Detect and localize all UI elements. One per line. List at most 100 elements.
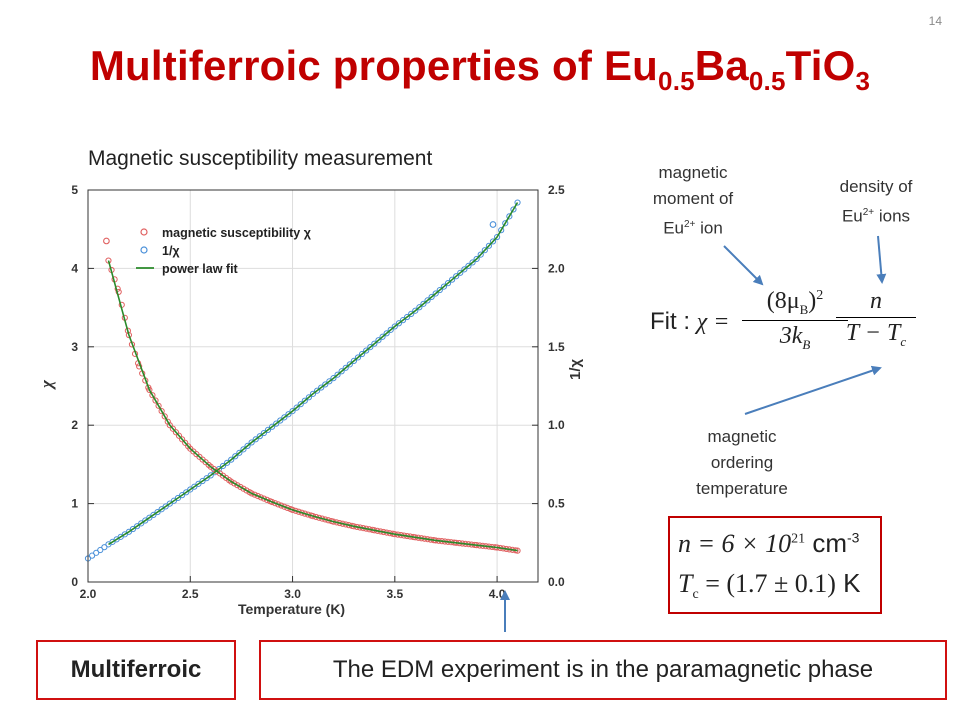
chi-point (115, 288, 122, 296)
inverse-chi-point (514, 199, 521, 206)
x-tick-label: 2.5 (182, 587, 199, 601)
inverse-chi-point (297, 401, 304, 408)
inverse-chi-point (305, 394, 313, 401)
arrow-density (876, 235, 887, 284)
chi-point (284, 504, 291, 512)
inverse-chi-point (93, 549, 100, 556)
inverse-chi-point (473, 255, 480, 263)
legend-label-fit: power law fit (162, 262, 239, 276)
legend-label-inverse-chi: 1/χ (162, 244, 180, 258)
series-power-law-fit (107, 202, 519, 552)
x-axis-label: Temperature (K) (238, 601, 345, 617)
inverse-chi-point (432, 290, 439, 297)
chi-point (172, 429, 180, 436)
y-tick-label-left: 4 (71, 261, 78, 275)
chi-point (175, 432, 183, 439)
inverse-chi-point (142, 517, 149, 524)
y-tick-label-left: 0 (71, 575, 78, 589)
multiferroic-box: Multiferroic (36, 640, 236, 700)
inverse-chi-point (88, 552, 96, 559)
inverse-chi-point (420, 300, 427, 307)
inverse-chi-point (207, 472, 214, 479)
inverse-chi-point (481, 247, 488, 254)
legend-marker-chi (140, 228, 148, 236)
chi-point (257, 494, 264, 501)
inverse-chi-point (281, 414, 288, 421)
inverse-chi-point (162, 503, 169, 510)
inverse-chi-point (322, 381, 329, 388)
inverse-chi-point (101, 544, 108, 551)
inverse-chi-point (244, 442, 251, 449)
inverse-chi-point (228, 456, 235, 463)
inverse-chi-point (170, 497, 178, 504)
y-axis-right-label: 1/χ (567, 358, 584, 380)
inverse-chi-point (125, 528, 133, 535)
fit-formula: Fit : χ = (8μB)2 3kB n T − Tc (650, 288, 920, 368)
inverse-chi-point (358, 350, 366, 358)
inverse-chi-point (203, 475, 210, 482)
inverse-chi-point (489, 238, 497, 245)
inverse-chi-point (465, 262, 472, 269)
y-tick-label-right: 0.0 (548, 575, 565, 589)
chi-point (237, 483, 244, 491)
inverse-chi-point (498, 227, 505, 234)
inverse-chi-point (395, 320, 403, 327)
y-axis-left-label: χ (40, 379, 56, 390)
y-tick-label-left: 1 (71, 497, 78, 511)
chi-point (281, 503, 288, 510)
y-tick-label-right: 0.5 (548, 497, 565, 511)
inverse-chi-point (248, 439, 255, 446)
chi-point (240, 485, 247, 492)
inverse-chi-point (158, 506, 165, 513)
inverse-chi-point (510, 206, 517, 213)
inverse-chi-point (506, 213, 513, 220)
fit-label: Fit : χ = (650, 308, 730, 335)
inverse-chi-point (293, 404, 300, 411)
inverse-chi-point (313, 387, 321, 394)
inverse-chi-point (174, 494, 182, 502)
inverse-chi-point (399, 317, 407, 324)
inverse-chi-point (166, 500, 173, 507)
inverse-chi-point (301, 397, 308, 404)
inverse-chi-point (138, 520, 145, 527)
inverse-chi-point (428, 293, 435, 301)
inverse-chi-point (252, 436, 259, 443)
inverse-chi-point (285, 411, 292, 418)
fraction-moment: (8μB)2 3kB (742, 288, 848, 353)
inverse-chi-point (485, 242, 493, 249)
inverse-chi-point (383, 330, 390, 337)
inverse-chi-point (453, 273, 460, 280)
fraction-density: n T − Tc (836, 288, 916, 350)
inverse-chi-point (309, 390, 317, 397)
y-tick-label-right: 1.5 (548, 340, 565, 354)
inverse-chi-point (129, 525, 137, 533)
x-tick-label: 2.0 (80, 587, 97, 601)
inverse-chi-point (412, 307, 419, 314)
inverse-chi-point (354, 354, 362, 361)
inverse-chi-point (232, 453, 239, 460)
chi-point (234, 482, 241, 489)
inverse-chi-point (260, 429, 268, 437)
inverse-chi-point (133, 523, 141, 530)
arrow-ordering-temperature (744, 365, 882, 415)
slide-number: 14 (928, 14, 942, 28)
slide-subtitle: Magnetic susceptibility measurement (88, 147, 433, 170)
inverse-chi-point (346, 361, 353, 368)
chi-point (169, 425, 176, 432)
x-tick-label: 3.5 (386, 587, 403, 601)
inverse-chi-point (240, 446, 247, 453)
chi-point (243, 487, 250, 494)
chart-legend: magnetic susceptibility χ 1/χ power law … (136, 226, 312, 276)
inverse-chi-point (367, 344, 374, 351)
chi-point (149, 392, 156, 399)
inverse-chi-point (330, 375, 337, 382)
inverse-chi-point (277, 417, 284, 424)
legend-marker-inverse-chi (140, 246, 148, 254)
chi-point (178, 436, 186, 443)
slide-title: Multiferroic properties of Eu0.5Ba0.5TiO… (89, 42, 871, 96)
chi-point (228, 478, 235, 485)
inverse-chi-point (154, 508, 161, 516)
inverse-chi-point (371, 340, 378, 347)
inverse-chi-point (403, 313, 411, 321)
